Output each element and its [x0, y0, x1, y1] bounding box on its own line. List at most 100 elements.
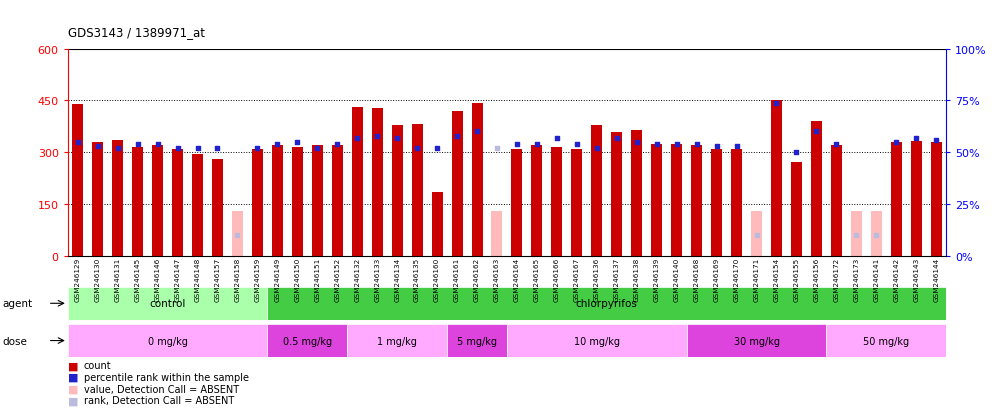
Text: GSM246162: GSM246162	[474, 257, 480, 301]
Point	[389, 135, 405, 142]
Text: GSM246160: GSM246160	[434, 257, 440, 301]
Bar	[831, 146, 842, 256]
Bar	[612, 133, 622, 256]
Text: GSM246152: GSM246152	[335, 257, 341, 301]
Point	[668, 141, 684, 148]
Bar	[731, 150, 742, 256]
Point	[849, 232, 865, 239]
Bar	[152, 146, 163, 256]
Text: GSM246161: GSM246161	[454, 257, 460, 301]
Point	[290, 139, 306, 146]
Bar	[192, 154, 203, 256]
Point	[469, 129, 485, 135]
Text: rank, Detection Call = ABSENT: rank, Detection Call = ABSENT	[84, 395, 234, 405]
Bar	[68, 287, 267, 320]
Text: GSM246140: GSM246140	[673, 257, 679, 301]
Bar	[572, 150, 583, 256]
Bar	[172, 150, 183, 256]
Text: 30 mg/kg: 30 mg/kg	[733, 336, 780, 346]
Bar	[910, 142, 921, 256]
Bar	[592, 125, 603, 256]
Text: 10 mg/kg: 10 mg/kg	[574, 336, 620, 346]
Point	[928, 137, 944, 144]
Text: chlorpyrifos: chlorpyrifos	[576, 299, 637, 309]
Point	[370, 133, 385, 140]
Bar	[447, 324, 507, 357]
Point	[350, 135, 366, 142]
Point	[429, 145, 445, 152]
Text: ■: ■	[68, 395, 79, 405]
Bar	[512, 150, 523, 256]
Point	[229, 232, 245, 239]
Bar	[451, 112, 462, 256]
Text: GSM246130: GSM246130	[95, 257, 101, 301]
Point	[729, 143, 745, 150]
Text: 0.5 mg/kg: 0.5 mg/kg	[283, 336, 332, 346]
Point	[688, 141, 704, 148]
Point	[789, 150, 805, 156]
Text: GSM246146: GSM246146	[154, 257, 160, 301]
Text: GDS3143 / 1389971_at: GDS3143 / 1389971_at	[68, 26, 205, 39]
Bar	[312, 146, 323, 256]
Point	[569, 141, 585, 148]
Text: GSM246163: GSM246163	[494, 257, 500, 301]
Text: 5 mg/kg: 5 mg/kg	[457, 336, 497, 346]
Bar	[431, 192, 442, 256]
Bar	[267, 324, 348, 357]
Point	[209, 145, 225, 152]
Text: GSM246138: GSM246138	[633, 257, 639, 301]
Bar	[332, 145, 343, 256]
Point	[609, 135, 624, 142]
Text: GSM246155: GSM246155	[794, 257, 800, 301]
Bar	[73, 104, 84, 256]
Bar	[871, 211, 881, 256]
Bar	[691, 146, 702, 256]
Bar	[68, 324, 267, 357]
Point	[628, 139, 644, 146]
Point	[449, 133, 465, 140]
Text: GSM246144: GSM246144	[933, 257, 939, 301]
Text: GSM246169: GSM246169	[713, 257, 719, 301]
Text: GSM246165: GSM246165	[534, 257, 540, 301]
Text: ■: ■	[68, 372, 79, 382]
Point	[189, 145, 205, 152]
Point	[648, 141, 664, 148]
Point	[509, 141, 525, 148]
Point	[809, 129, 825, 135]
Point	[249, 145, 265, 152]
Text: GSM246134: GSM246134	[394, 257, 400, 301]
Bar	[507, 324, 686, 357]
Text: GSM246135: GSM246135	[414, 257, 420, 301]
Bar	[651, 144, 662, 256]
Text: GSM246166: GSM246166	[554, 257, 560, 301]
Text: GSM246151: GSM246151	[315, 257, 321, 301]
Bar	[411, 125, 422, 256]
Text: dose: dose	[2, 336, 27, 346]
Text: GSM246133: GSM246133	[374, 257, 380, 301]
Bar	[930, 142, 941, 256]
Text: 0 mg/kg: 0 mg/kg	[147, 336, 187, 346]
Text: GSM246157: GSM246157	[214, 257, 220, 301]
Bar	[811, 122, 822, 256]
Text: GSM246131: GSM246131	[115, 257, 121, 301]
Point	[269, 141, 285, 148]
Text: GSM246149: GSM246149	[274, 257, 280, 301]
Point	[70, 139, 86, 146]
Text: GSM246137: GSM246137	[614, 257, 620, 301]
Bar	[491, 211, 502, 256]
Text: GSM246148: GSM246148	[194, 257, 200, 301]
Point	[888, 139, 904, 146]
Text: GSM246167: GSM246167	[574, 257, 580, 301]
Point	[708, 143, 724, 150]
Bar	[751, 211, 762, 256]
Bar	[671, 144, 682, 256]
Text: GSM246173: GSM246173	[854, 257, 860, 301]
Text: GSM246170: GSM246170	[734, 257, 740, 301]
Point	[110, 145, 125, 152]
Text: GSM246159: GSM246159	[254, 257, 260, 301]
Text: GSM246147: GSM246147	[174, 257, 180, 301]
Text: GSM246158: GSM246158	[234, 257, 240, 301]
Bar	[771, 101, 782, 256]
Point	[90, 143, 106, 150]
Text: 50 mg/kg: 50 mg/kg	[864, 336, 909, 346]
